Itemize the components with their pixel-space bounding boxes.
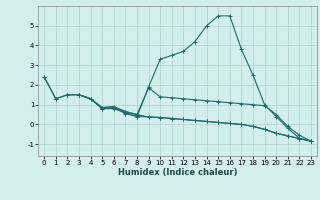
X-axis label: Humidex (Indice chaleur): Humidex (Indice chaleur) <box>118 168 237 177</box>
